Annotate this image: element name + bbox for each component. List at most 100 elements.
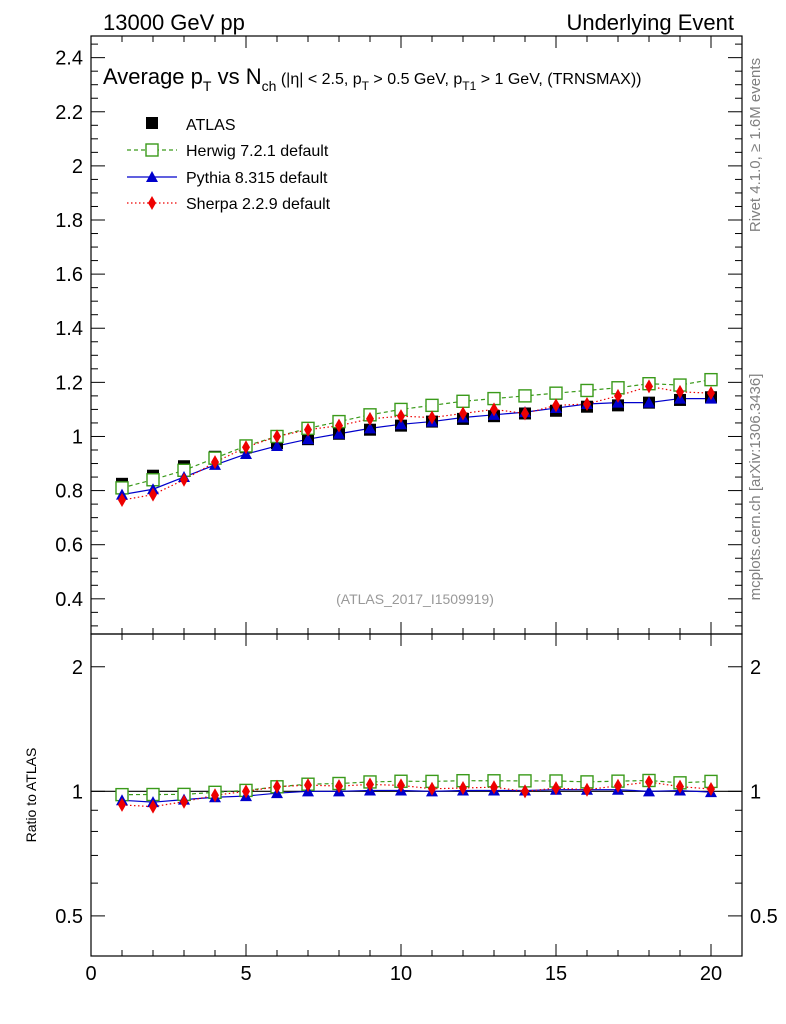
data-point-herwig	[518, 389, 532, 403]
legend-label-sherpa: Sherpa 2.2.9 default	[186, 196, 331, 213]
y-tick-label: 1.2	[55, 372, 83, 394]
data-point-sherpa	[676, 384, 684, 399]
title-cuts-a-sub: T	[362, 79, 370, 93]
underlying-event-label: Underlying Event	[566, 10, 734, 35]
data-point-sherpa	[552, 398, 560, 413]
legend-label-atlas: ATLAS	[186, 117, 236, 134]
data-point-sherpa	[304, 422, 312, 437]
ratio-point-sherpa	[676, 779, 684, 794]
data-point-sherpa	[707, 386, 715, 401]
y-tick-label: 2.2	[55, 102, 83, 124]
plot-title: Average pT vs Nch (|η| < 2.5, pT > 0.5 G…	[103, 64, 642, 94]
legend-marker-atlas	[146, 117, 158, 129]
ratio-panel-frame	[90, 633, 743, 957]
ratio-point-sherpa	[242, 784, 250, 799]
ratio-point-sherpa	[211, 788, 219, 803]
series-line-sherpa	[121, 385, 712, 501]
data-point-herwig	[549, 386, 563, 400]
data-point-sherpa	[397, 409, 405, 424]
data-point-herwig	[456, 394, 470, 408]
y-tick-label: 1.6	[55, 264, 83, 286]
data-point-pythia	[333, 427, 345, 439]
collision-label: 13000 GeV pp	[103, 10, 245, 35]
ratio-point-sherpa	[428, 781, 436, 796]
series-line-pythia	[121, 397, 711, 496]
x-tick-label: 15	[545, 963, 567, 985]
ratio-point-sherpa	[304, 778, 312, 793]
data-point-sherpa	[459, 406, 467, 421]
ratio-point-sherpa	[490, 780, 498, 795]
title-vs-sub: ch	[262, 78, 277, 94]
ratio-point-sherpa	[552, 781, 560, 796]
title-main: Average p	[103, 64, 203, 89]
ratio-tick-label-right: 2	[750, 657, 761, 679]
y-tick-label: 1.4	[55, 318, 83, 340]
ratio-tick-label-left: 0.5	[55, 906, 83, 928]
ratio-point-sherpa	[180, 794, 188, 809]
ratio-point-sherpa	[335, 779, 343, 794]
ratio-point-sherpa	[397, 778, 405, 793]
title-cuts-b-sub: T1	[462, 79, 476, 93]
title-main-sub: T	[203, 78, 212, 94]
data-point-sherpa	[211, 455, 219, 470]
ratio-point-sherpa	[521, 784, 529, 799]
legend-marker-herwig	[145, 143, 159, 157]
ratio-point-sherpa	[614, 778, 622, 793]
x-tick-label: 20	[700, 963, 722, 985]
ratio-point-sherpa	[645, 774, 653, 789]
x-tick-label: 0	[85, 963, 96, 985]
series-layer	[115, 372, 718, 814]
data-point-sherpa	[273, 429, 281, 444]
rivet-version-label: Rivet 4.1.0, ≥ 1.6M events	[747, 58, 764, 232]
data-point-sherpa	[645, 379, 653, 394]
ratio-point-sherpa	[118, 797, 126, 812]
title-cuts-a: (|η| < 2.5, p	[276, 71, 361, 88]
ratio-tick-label-right: 1	[750, 781, 761, 803]
y-tick-label: 2.4	[55, 48, 83, 70]
y-tick-label: 1	[72, 426, 83, 448]
data-point-herwig	[704, 372, 718, 387]
x-tick-label: 10	[390, 963, 412, 985]
legend-label-pythia: Pythia 8.315 default	[186, 170, 328, 187]
y-tick-label: 1.8	[55, 210, 83, 232]
title-cuts-b: > 0.5 GeV, p	[369, 71, 462, 88]
legend: ATLAS Herwig 7.2.1 default Pythia 8.315 …	[127, 117, 331, 213]
ratio-tick-label-left: 1	[72, 781, 83, 803]
ratio-point-sherpa	[583, 782, 591, 797]
ratio-tick-label-left: 2	[72, 657, 83, 679]
legend-label-herwig: Herwig 7.2.1 default	[186, 143, 329, 160]
y-tick-label: 0.4	[55, 589, 83, 611]
series-line-herwig	[121, 379, 712, 489]
data-point-pythia	[395, 418, 407, 430]
title-cuts-c: > 1 GeV, (TRNSMAX))	[476, 71, 641, 88]
axes-layer: 0 5 10 15 20 0.4 0.6 0.8 1 1.2 1.4 1.6 1.8 2 2.2 2.4 0.5…	[55, 36, 778, 985]
ratio-point-pythia	[643, 785, 655, 797]
data-point-sherpa	[180, 472, 188, 487]
data-point-herwig	[425, 398, 439, 413]
data-point-sherpa	[335, 418, 343, 433]
data-point-sherpa	[521, 406, 529, 421]
ratio-point-sherpa	[366, 777, 374, 792]
ratio-line-sherpa	[121, 781, 712, 808]
data-point-sherpa	[118, 493, 126, 508]
ratio-point-sherpa	[707, 781, 715, 796]
data-point-herwig	[580, 383, 594, 398]
data-point-sherpa	[149, 487, 157, 502]
x-tick-label: 5	[240, 963, 251, 985]
ratio-point-sherpa	[273, 779, 281, 794]
data-point-sherpa	[614, 388, 622, 403]
y-tick-label: 2	[72, 156, 83, 178]
analysis-id-label: (ATLAS_2017_I1509919)	[336, 591, 494, 607]
mcplots-reference-label: mcplots.cern.ch [arXiv:1306.3436]	[747, 374, 764, 601]
data-point-sherpa	[242, 440, 250, 455]
ratio-tick-label-right: 0.5	[750, 906, 778, 928]
y-tick-label: 0.6	[55, 535, 83, 557]
ratio-point-sherpa	[149, 799, 157, 814]
data-point-sherpa	[428, 410, 436, 425]
ratio-axis-label: Ratio to ATLAS	[23, 748, 39, 843]
data-point-sherpa	[366, 411, 374, 426]
data-point-sherpa	[583, 397, 591, 411]
data-point-sherpa	[490, 402, 498, 417]
data-point-pythia	[364, 422, 376, 434]
